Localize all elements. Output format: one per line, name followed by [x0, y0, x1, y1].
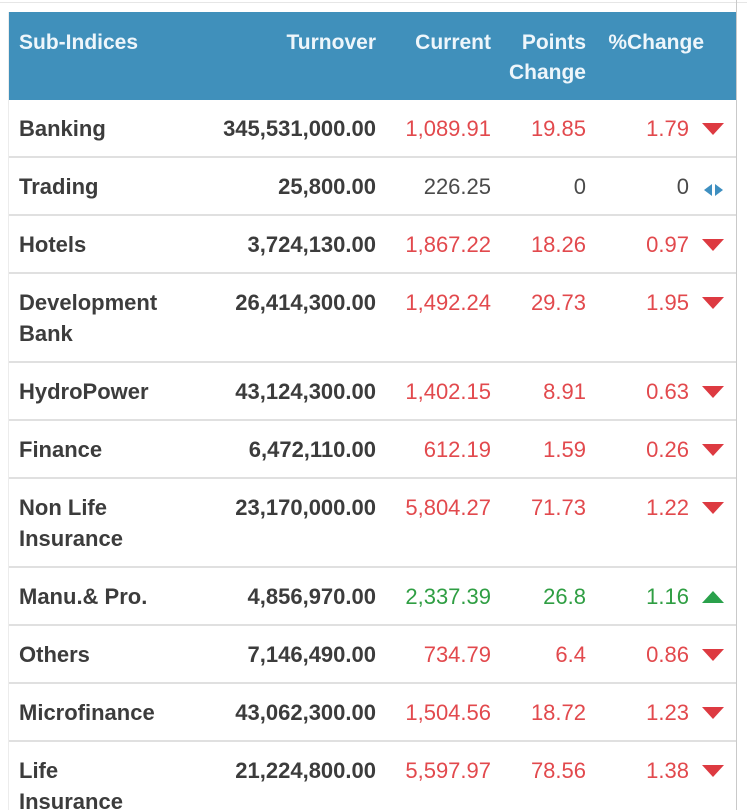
sub-index-name: Non Life Insurance [19, 495, 123, 551]
sub-index-name: Life Insurance [19, 758, 123, 810]
table-row[interactable]: Others 7,146,490.00 734.79 6.4 0.86 [9, 626, 737, 684]
header-pct-change: %Change [608, 31, 704, 54]
arrow-down-icon [702, 239, 724, 251]
current-value: 612.19 [423, 437, 491, 462]
current-value: 1,492.24 [405, 290, 491, 315]
current-value: 1,867.22 [405, 232, 491, 257]
arrow-down-icon [702, 649, 724, 661]
table-row[interactable]: Development Bank 26,414,300.00 1,492.24 … [9, 274, 737, 363]
sub-index-name: HydroPower [19, 379, 149, 404]
table-row[interactable]: Life Insurance 21,224,800.00 5,597.97 78… [9, 742, 737, 810]
percent-change-value: 0.26 [646, 437, 689, 462]
arrow-up-icon [702, 591, 724, 603]
table-row[interactable]: Trading 25,800.00 226.25 0 0 [9, 158, 737, 216]
current-value: 5,597.97 [405, 758, 491, 783]
turnover-value: 43,062,300.00 [235, 700, 376, 725]
points-change-value: 18.26 [530, 232, 586, 257]
turnover-value: 26,414,300.00 [235, 290, 376, 315]
trend-indicator [689, 434, 737, 456]
arrow-down-icon [702, 297, 724, 309]
table-row[interactable]: Finance 6,472,110.00 612.19 1.59 0.26 [9, 421, 737, 479]
trend-indicator [689, 287, 737, 309]
current-value: 1,504.56 [405, 700, 491, 725]
points-change-value: 1.59 [543, 437, 586, 462]
trend-indicator [689, 171, 737, 196]
table-row[interactable]: Microfinance 43,062,300.00 1,504.56 18.7… [9, 684, 737, 742]
arrow-down-icon [702, 444, 724, 456]
percent-change-value: 1.79 [646, 116, 689, 141]
arrow-down-icon [702, 386, 724, 398]
arrow-down-icon [702, 707, 724, 719]
sub-index-name: Banking [19, 116, 106, 141]
header-sub-indices: Sub-Indices [19, 31, 139, 54]
points-change-value: 26.8 [543, 584, 586, 609]
trend-indicator [689, 639, 737, 661]
turnover-value: 345,531,000.00 [223, 116, 376, 141]
turnover-value: 43,124,300.00 [235, 379, 376, 404]
sub-index-name: Others [19, 642, 90, 667]
current-value: 5,804.27 [405, 495, 491, 520]
percent-change-value: 1.23 [646, 700, 689, 725]
arrow-down-icon [702, 765, 724, 777]
percent-change-value: 1.22 [646, 495, 689, 520]
turnover-value: 3,724,130.00 [247, 232, 376, 257]
points-change-value: 71.73 [530, 495, 586, 520]
table-body: Banking 345,531,000.00 1,089.91 19.85 1.… [9, 100, 737, 810]
points-change-value: 29.73 [530, 290, 586, 315]
sub-index-name: Manu.& Pro. [19, 584, 148, 609]
percent-change-value: 0.63 [646, 379, 689, 404]
percent-change-value: 0 [676, 174, 689, 199]
points-change-value: 8.91 [543, 379, 586, 404]
right-divider [736, 0, 737, 810]
trend-indicator [689, 581, 737, 603]
points-change-value: 18.72 [530, 700, 586, 725]
points-change-value: 6.4 [555, 642, 586, 667]
points-change-value: 19.85 [530, 116, 586, 141]
trend-indicator [689, 492, 737, 514]
points-change-value: 78.56 [530, 758, 586, 783]
turnover-value: 23,170,000.00 [235, 495, 376, 520]
turnover-value: 6,472,110.00 [248, 437, 376, 462]
trend-indicator [689, 376, 737, 398]
arrow-down-icon [702, 123, 724, 135]
sub-index-name: Development Bank [19, 290, 158, 346]
header-current: Current [415, 31, 491, 54]
sub-index-name: Finance [19, 437, 103, 462]
percent-change-value: 0.86 [646, 642, 689, 667]
current-value: 1,402.15 [405, 379, 491, 404]
top-divider [0, 2, 747, 3]
points-change-value: 0 [573, 174, 586, 199]
percent-change-value: 1.95 [646, 290, 689, 315]
turnover-value: 4,856,970.00 [247, 584, 376, 609]
current-value: 734.79 [423, 642, 491, 667]
table-row[interactable]: Hotels 3,724,130.00 1,867.22 18.26 0.97 [9, 216, 737, 274]
trend-indicator [689, 113, 737, 135]
trend-indicator [689, 229, 737, 251]
turnover-value: 21,224,800.00 [235, 758, 376, 783]
table-header-row: Sub-Indices Turnover Current Points Chan… [9, 12, 737, 100]
table-row[interactable]: Non Life Insurance 23,170,000.00 5,804.2… [9, 479, 737, 568]
percent-change-value: 1.38 [646, 758, 689, 783]
sub-index-name: Microfinance [19, 700, 155, 725]
header-turnover: Turnover [286, 31, 376, 54]
sub-index-name: Trading [19, 174, 99, 199]
percent-change-value: 1.16 [646, 584, 689, 609]
no-change-icon [703, 181, 723, 196]
arrow-down-icon [702, 502, 724, 514]
percent-change-value: 0.97 [646, 232, 689, 257]
trend-indicator [689, 697, 737, 719]
table-row[interactable]: Banking 345,531,000.00 1,089.91 19.85 1.… [9, 100, 737, 158]
header-points-change: Points Change [508, 31, 586, 84]
current-value: 226.25 [423, 174, 491, 199]
sub-index-name: Hotels [19, 232, 87, 257]
turnover-value: 7,146,490.00 [247, 642, 376, 667]
table-row[interactable]: Manu.& Pro. 4,856,970.00 2,337.39 26.8 1… [9, 568, 737, 626]
trend-indicator [689, 755, 737, 777]
current-value: 1,089.91 [405, 116, 491, 141]
table-row[interactable]: HydroPower 43,124,300.00 1,402.15 8.91 0… [9, 363, 737, 421]
sub-indices-table: Sub-Indices Turnover Current Points Chan… [8, 12, 737, 810]
turnover-value: 25,800.00 [278, 174, 376, 199]
current-value: 2,337.39 [405, 584, 491, 609]
